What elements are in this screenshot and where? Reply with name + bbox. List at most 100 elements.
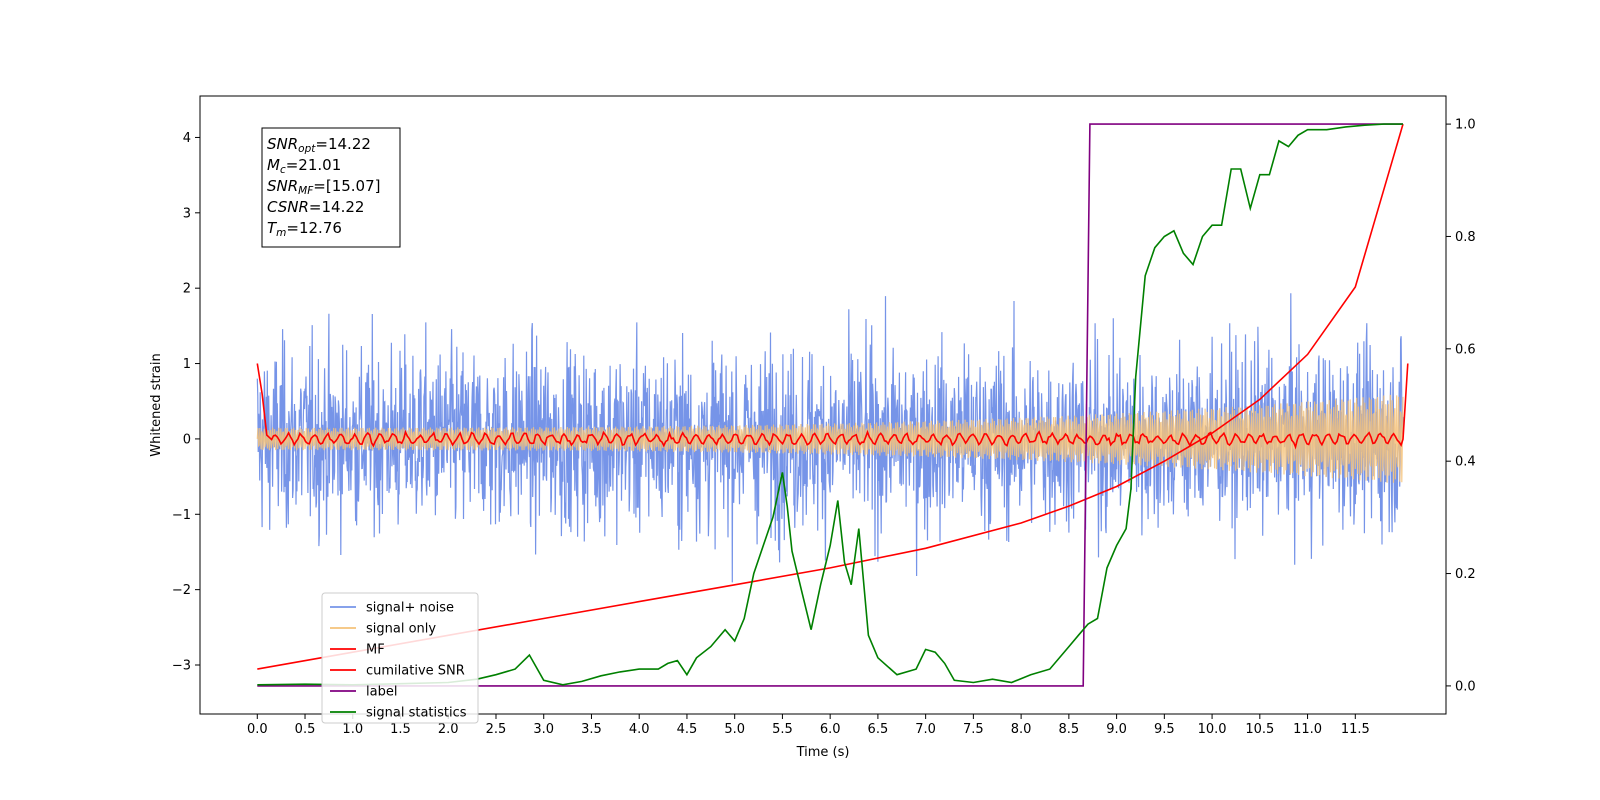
y-tick-label: 3	[183, 206, 191, 221]
x-tick-label: 9.0	[1106, 722, 1127, 737]
x-tick-label: 11.5	[1341, 722, 1370, 737]
legend-label: signal+ noise	[366, 601, 454, 616]
y-tick: 2	[183, 282, 200, 297]
x-tick-label: 11.0	[1293, 722, 1322, 737]
x-tick: 7.0	[915, 714, 936, 737]
y-tick: 1	[183, 357, 200, 372]
y-tick: −1	[172, 508, 200, 523]
annotation-box: SNRopt=14.22Mc=21.01SNRMF=[15.07]CSNR=14…	[261, 127, 401, 248]
x-tick: 4.5	[677, 714, 697, 737]
x-tick: 8.0	[1011, 714, 1032, 737]
x-tick-label: 8.0	[1011, 722, 1032, 737]
x-tick-label: 6.5	[868, 722, 889, 737]
x-tick: 2.5	[486, 714, 507, 737]
y2-tick-label: 0.8	[1455, 230, 1476, 245]
y2-tick: 0.2	[1446, 567, 1476, 582]
x-tick-label: 3.0	[533, 722, 554, 737]
x-tick-label: 7.5	[963, 722, 984, 737]
x-tick: 10.0	[1198, 714, 1227, 737]
x-tick-label: 2.0	[438, 722, 459, 737]
x-tick-label: 10.5	[1245, 722, 1274, 737]
x-tick-label: 10.0	[1198, 722, 1227, 737]
x-tick: 0.0	[247, 714, 268, 737]
legend-item: signal only	[330, 622, 436, 637]
y2-ticks: 1.0 0.8 0.6 0.4 0.2 0.0	[1446, 118, 1476, 694]
x-tick: 11.5	[1341, 714, 1370, 737]
plot-frame	[199, 95, 1447, 715]
legend-item: signal statistics	[330, 706, 467, 721]
series-signal-only	[256, 394, 1404, 483]
x-tick: 4.0	[629, 714, 650, 737]
y-tick: −3	[172, 659, 200, 674]
y2-tick: 0.0	[1446, 679, 1476, 694]
legend-label: label	[366, 685, 397, 700]
x-tick: 10.5	[1245, 714, 1274, 737]
x-ticks: 0.0 0.5 1.0 1.5 2.0 2.5 3.0 3.5 4.0 4.5 5.0 5.5 6.0 6…	[247, 714, 1370, 737]
y-tick-label: 4	[183, 131, 191, 146]
x-tick-label: 9.5	[1154, 722, 1175, 737]
x-tick-label: 1.0	[342, 722, 363, 737]
series-signal-noise	[256, 293, 1404, 583]
x-tick-label: 8.5	[1059, 722, 1080, 737]
y2-tick: 1.0	[1446, 118, 1476, 133]
x-tick-label: 2.5	[486, 722, 507, 737]
y-tick: 0	[183, 432, 200, 447]
legend-item: label	[330, 685, 397, 700]
y-tick: 4	[183, 131, 200, 146]
x-tick: 3.0	[533, 714, 554, 737]
series-layer	[256, 123, 1409, 687]
series-mf	[256, 363, 1409, 450]
x-tick: 9.0	[1106, 714, 1127, 737]
series-cumulative-snr	[257, 123, 1404, 670]
x-tick-label: 3.5	[581, 722, 602, 737]
x-tick-label: 7.0	[915, 722, 936, 737]
x-tick-label: 5.0	[724, 722, 745, 737]
series-label	[257, 123, 1403, 687]
x-tick: 6.5	[868, 714, 889, 737]
x-tick: 8.5	[1059, 714, 1080, 737]
annotation-line: CSNR=14.22	[267, 198, 364, 216]
x-tick: 5.0	[724, 714, 745, 737]
x-tick: 11.0	[1293, 714, 1322, 737]
y2-tick: 0.4	[1446, 455, 1476, 470]
y2-tick-label: 0.2	[1455, 567, 1476, 582]
x-tick-label: 5.5	[772, 722, 793, 737]
legend-label: signal only	[366, 622, 436, 637]
x-tick: 9.5	[1154, 714, 1175, 737]
x-tick-label: 4.0	[629, 722, 650, 737]
y2-tick-label: 0.0	[1455, 679, 1476, 694]
x-tick-label: 6.0	[820, 722, 841, 737]
x-tick-label: 1.5	[390, 722, 411, 737]
x-tick: 0.5	[295, 714, 316, 737]
annotation-line: SNRopt=14.22	[267, 135, 371, 155]
y-axis-label: Whitened strain	[149, 353, 164, 456]
legend-item: MF	[330, 643, 385, 658]
y-tick: −2	[172, 583, 200, 598]
y2-tick-label: 0.6	[1455, 342, 1476, 357]
legend-label: cumilative SNR	[366, 664, 465, 679]
legend-item: signal+ noise	[330, 601, 454, 616]
y-tick-label: −1	[172, 508, 191, 523]
y-tick-label: 2	[183, 282, 191, 297]
y-tick-label: −3	[172, 659, 191, 674]
legend-item: cumilative SNR	[330, 664, 465, 679]
y-tick: 3	[183, 206, 200, 221]
legend: signal+ noise signal only MF cumilative SNR…	[321, 592, 479, 724]
annotation-line: Mc=21.01	[267, 156, 341, 176]
y2-tick: 0.8	[1446, 230, 1476, 245]
series-signal-statistics	[257, 123, 1403, 686]
y-tick-label: 1	[183, 357, 191, 372]
x-axis-label: Time (s)	[796, 745, 850, 760]
x-tick-label: 0.5	[295, 722, 316, 737]
legend-label: signal statistics	[366, 706, 467, 721]
x-tick: 6.0	[820, 714, 841, 737]
x-tick: 7.5	[963, 714, 984, 737]
y2-tick-label: 1.0	[1455, 118, 1476, 133]
y-ticks: 4 3 2 1 0 −1 −2 −3	[172, 131, 200, 674]
y-tick-label: 0	[183, 432, 191, 447]
y2-tick-label: 0.4	[1455, 455, 1476, 470]
annotation-line: Tm=12.76	[267, 219, 342, 239]
annotation-line: SNRMF=[15.07]	[267, 177, 381, 197]
x-tick: 3.5	[581, 714, 602, 737]
y2-tick: 0.6	[1446, 342, 1476, 357]
